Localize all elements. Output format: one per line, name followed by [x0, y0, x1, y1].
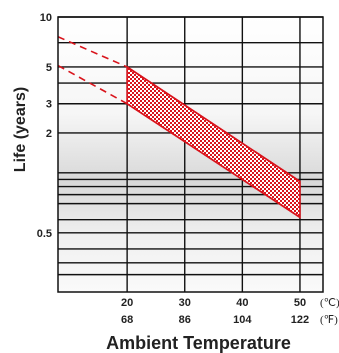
x-tick-label-celsius: 30	[179, 297, 191, 309]
plot-area	[58, 17, 323, 292]
grid-lines	[58, 16, 323, 292]
x-tick-label-celsius: 20	[121, 297, 133, 309]
x-tick-label-fahrenheit: 86	[179, 314, 191, 326]
band-upper-line	[126, 66, 301, 183]
x-axis-title: Ambient Temperature	[106, 333, 291, 353]
y-tick-label: 3	[46, 99, 52, 111]
x-tick-label-celsius: 50	[294, 297, 306, 309]
data-marks	[57, 36, 301, 219]
x-unit-celsius: (℃)	[320, 297, 339, 309]
y-tick-label: 10	[40, 12, 52, 24]
x-unit-fahrenheit: (℉)	[320, 314, 338, 326]
y-tick-label: 2	[46, 128, 52, 140]
tick-labels: 10 5 3 2 0.5 20 68 30 86 40 104 50 122 (℃) (℉)	[37, 12, 339, 326]
x-tick-label-fahrenheit: 122	[291, 314, 309, 326]
y-tick-label: 0.5	[37, 228, 52, 240]
dashed-lower-line	[57, 64, 128, 105]
plot-frame	[57, 16, 324, 293]
y-axis-title: Life (years)	[12, 87, 29, 172]
dashed-upper-line	[57, 36, 128, 68]
x-tick-label-fahrenheit: 68	[121, 314, 133, 326]
x-tick-label-celsius: 40	[236, 297, 248, 309]
x-tick-label-fahrenheit: 104	[233, 314, 252, 326]
band-lower-line	[126, 103, 301, 219]
y-tick-label: 5	[46, 62, 52, 74]
